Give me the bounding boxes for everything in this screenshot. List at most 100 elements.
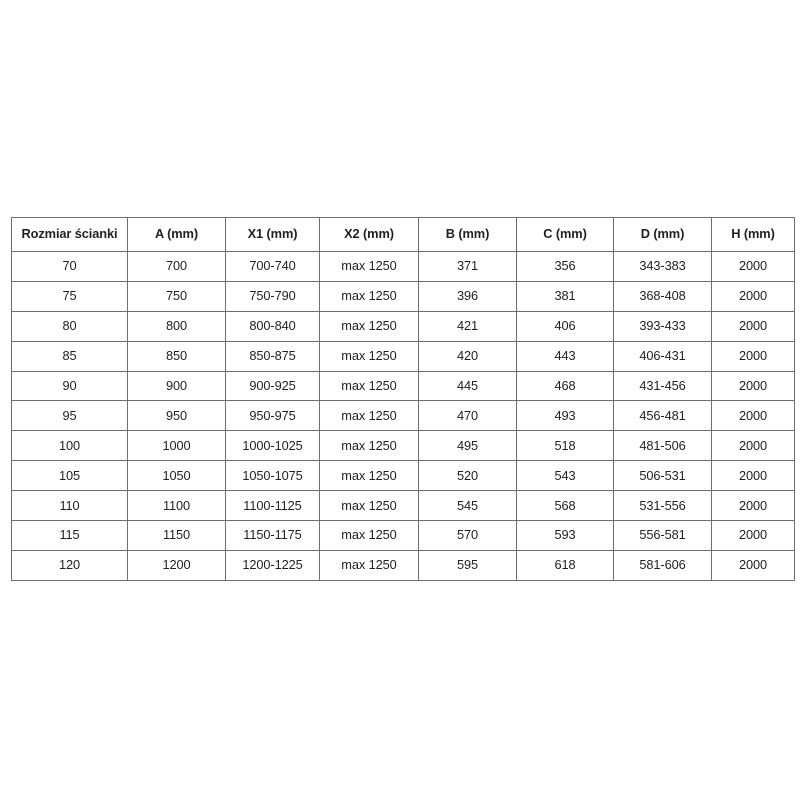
- cell-a: 750: [127, 280, 226, 312]
- cell-x2: max 1250: [319, 340, 419, 372]
- cell-x2: max 1250: [319, 430, 419, 462]
- cell-a: 1050: [127, 460, 226, 492]
- cell-b: 371: [418, 251, 517, 282]
- cell-c: 468: [516, 370, 614, 402]
- shower-wall-dimensions-table: Rozmiar ścianki A (mm) X1 (mm) X2 (mm) B…: [11, 217, 795, 581]
- cell-b: 520: [418, 460, 517, 492]
- spec-table-container: Rozmiar ścianki A (mm) X1 (mm) X2 (mm) B…: [11, 217, 795, 581]
- cell-x2: max 1250: [319, 370, 419, 402]
- column-header-c: C (mm): [516, 217, 614, 252]
- cell-d: 431-456: [613, 370, 712, 402]
- cell-c: 518: [516, 430, 614, 462]
- cell-c: 356: [516, 251, 614, 282]
- table-row: 115 1150 1150-1175 max 1250 570 593 556-…: [11, 520, 795, 551]
- cell-c: 618: [516, 549, 614, 581]
- cell-a: 1200: [127, 549, 226, 581]
- cell-h: 2000: [711, 370, 795, 402]
- cell-d: 581-606: [613, 549, 712, 581]
- cell-c: 493: [516, 400, 614, 432]
- table-row: 100 1000 1000-1025 max 1250 495 518 481-…: [11, 430, 795, 462]
- column-header-h: H (mm): [711, 217, 795, 252]
- cell-h: 2000: [711, 251, 795, 282]
- cell-b: 470: [418, 400, 517, 432]
- cell-size: 85: [11, 340, 128, 372]
- cell-x1: 1150-1175: [225, 520, 320, 551]
- cell-h: 2000: [711, 549, 795, 581]
- cell-h: 2000: [711, 340, 795, 372]
- table-header: Rozmiar ścianki A (mm) X1 (mm) X2 (mm) B…: [11, 217, 795, 252]
- cell-x1: 1000-1025: [225, 430, 320, 462]
- table-row: 90 900 900-925 max 1250 445 468 431-456 …: [11, 370, 795, 402]
- table-row: 85 850 850-875 max 1250 420 443 406-431 …: [11, 340, 795, 372]
- cell-h: 2000: [711, 460, 795, 492]
- cell-a: 1150: [127, 520, 226, 551]
- cell-x2: max 1250: [319, 460, 419, 492]
- cell-size: 105: [11, 460, 128, 492]
- cell-x2: max 1250: [319, 520, 419, 551]
- table-header-row: Rozmiar ścianki A (mm) X1 (mm) X2 (mm) B…: [11, 217, 795, 252]
- cell-x2: max 1250: [319, 251, 419, 282]
- cell-c: 381: [516, 280, 614, 312]
- cell-size: 95: [11, 400, 128, 432]
- cell-b: 595: [418, 549, 517, 581]
- cell-b: 421: [418, 310, 517, 342]
- cell-x1: 1200-1225: [225, 549, 320, 581]
- cell-c: 543: [516, 460, 614, 492]
- cell-h: 2000: [711, 310, 795, 342]
- cell-x1: 1100-1125: [225, 490, 320, 522]
- cell-a: 1000: [127, 430, 226, 462]
- cell-b: 445: [418, 370, 517, 402]
- cell-b: 420: [418, 340, 517, 372]
- cell-x2: max 1250: [319, 490, 419, 522]
- cell-d: 456-481: [613, 400, 712, 432]
- column-header-a: A (mm): [127, 217, 226, 252]
- cell-a: 700: [127, 251, 226, 282]
- cell-x1: 700-740: [225, 251, 320, 282]
- cell-size: 100: [11, 430, 128, 462]
- column-header-b: B (mm): [418, 217, 517, 252]
- column-header-x2: X2 (mm): [319, 217, 419, 252]
- cell-x1: 800-840: [225, 310, 320, 342]
- cell-x1: 1050-1075: [225, 460, 320, 492]
- table-row: 120 1200 1200-1225 max 1250 595 618 581-…: [11, 549, 795, 581]
- column-header-rozmiar-scianki: Rozmiar ścianki: [11, 217, 128, 252]
- cell-x1: 950-975: [225, 400, 320, 432]
- cell-b: 495: [418, 430, 517, 462]
- table-row: 75 750 750-790 max 1250 396 381 368-408 …: [11, 280, 795, 312]
- cell-x1: 850-875: [225, 340, 320, 372]
- cell-x1: 750-790: [225, 280, 320, 312]
- cell-c: 406: [516, 310, 614, 342]
- cell-a: 1100: [127, 490, 226, 522]
- cell-h: 2000: [711, 520, 795, 551]
- cell-d: 506-531: [613, 460, 712, 492]
- cell-d: 406-431: [613, 340, 712, 372]
- cell-x2: max 1250: [319, 549, 419, 581]
- cell-size: 75: [11, 280, 128, 312]
- table-row: 95 950 950-975 max 1250 470 493 456-481 …: [11, 400, 795, 432]
- cell-size: 115: [11, 520, 128, 551]
- cell-b: 396: [418, 280, 517, 312]
- cell-h: 2000: [711, 280, 795, 312]
- cell-a: 950: [127, 400, 226, 432]
- cell-d: 481-506: [613, 430, 712, 462]
- table-row: 80 800 800-840 max 1250 421 406 393-433 …: [11, 310, 795, 342]
- table-body: 70 700 700-740 max 1250 371 356 343-383 …: [11, 251, 795, 581]
- cell-x2: max 1250: [319, 310, 419, 342]
- cell-c: 568: [516, 490, 614, 522]
- cell-a: 900: [127, 370, 226, 402]
- cell-d: 556-581: [613, 520, 712, 551]
- cell-size: 80: [11, 310, 128, 342]
- cell-x1: 900-925: [225, 370, 320, 402]
- cell-size: 70: [11, 251, 128, 282]
- cell-d: 393-433: [613, 310, 712, 342]
- cell-b: 545: [418, 490, 517, 522]
- cell-a: 800: [127, 310, 226, 342]
- table-row: 110 1100 1100-1125 max 1250 545 568 531-…: [11, 490, 795, 522]
- column-header-d: D (mm): [613, 217, 712, 252]
- cell-size: 110: [11, 490, 128, 522]
- cell-d: 343-383: [613, 251, 712, 282]
- cell-d: 531-556: [613, 490, 712, 522]
- table-row: 70 700 700-740 max 1250 371 356 343-383 …: [11, 251, 795, 282]
- cell-c: 443: [516, 340, 614, 372]
- cell-h: 2000: [711, 490, 795, 522]
